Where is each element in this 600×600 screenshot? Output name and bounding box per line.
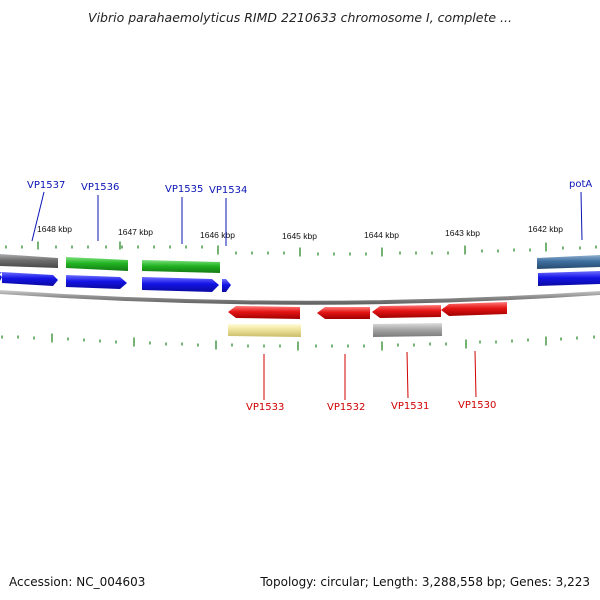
- scale-labels: 1648 kbp 1647 kbp 1646 kbp 1645 kbp 1644…: [37, 224, 563, 241]
- cds-arrow-red-3: [372, 305, 441, 318]
- cds-arrow-red-2: [317, 307, 370, 319]
- leader-line-vp1531: [406, 351, 409, 399]
- leader-line-vp1537: [31, 191, 45, 242]
- scale-label-1648kbp: 1648 kbp: [37, 224, 72, 234]
- genome-backbone: [0, 290, 600, 305]
- map-title: Vibrio parahaemolyticus RIMD 2210633 chr…: [88, 10, 512, 25]
- cds-arrow-blue-2: [66, 275, 127, 289]
- gene-label-vp1533[interactable]: VP1533: [246, 402, 284, 413]
- gene-feature-green-2: [142, 260, 220, 273]
- scale-label-1645kbp: 1645 kbp: [282, 231, 317, 241]
- top-feature-row: [0, 254, 600, 273]
- scale-label-1642kbp: 1642 kbp: [528, 224, 563, 234]
- gene-label-vp1530[interactable]: VP1530: [458, 400, 496, 411]
- top-cds-row: [0, 271, 600, 292]
- scale-label-1647kbp: 1647 kbp: [118, 227, 153, 237]
- gene-feature-gray-dark: [0, 254, 58, 268]
- gene-label-vp1531[interactable]: VP1531: [391, 401, 429, 412]
- bottom-cds-row: [228, 302, 507, 319]
- scale-label-1643kbp: 1643 kbp: [445, 228, 480, 238]
- cds-arrow-red-1: [228, 306, 300, 319]
- cds-arrow-blue-1: [2, 272, 58, 286]
- cds-arrow-blue-3: [142, 277, 219, 292]
- cds-arrow-blue-5: [538, 271, 600, 286]
- gene-label-vp1536[interactable]: VP1536: [81, 182, 119, 193]
- leader-line-pota: [580, 191, 583, 241]
- gene-feature-steel: [537, 255, 600, 269]
- accession-label: Accession: NC_004603: [9, 575, 146, 589]
- top-gene-labels: VP1537 VP1536 VP1535 VP1534 potA: [27, 179, 592, 246]
- leader-line-vp1530: [474, 350, 477, 398]
- gene-label-vp1535[interactable]: VP1535: [165, 184, 203, 195]
- bottom-gene-labels: VP1533 VP1532 VP1531 VP1530: [246, 350, 496, 413]
- cds-arrow-blue-4: [222, 279, 231, 292]
- gene-label-vp1532[interactable]: VP1532: [327, 402, 365, 413]
- bottom-feature-row: [228, 323, 442, 337]
- cds-arrow-blue-0: [0, 272, 2, 281]
- gene-label-vp1537[interactable]: VP1537: [27, 180, 65, 191]
- top-scale-ticks: [5, 241, 597, 257]
- gene-feature-gray-light: [373, 323, 442, 337]
- gene-feature-yellow: [228, 324, 301, 337]
- gene-label-vp1534[interactable]: VP1534: [209, 185, 247, 196]
- gene-label-pota[interactable]: potA: [569, 179, 592, 190]
- scale-label-1644kbp: 1644 kbp: [364, 230, 399, 240]
- genome-stats-label: Topology: circular; Length: 3,288,558 bp…: [260, 575, 590, 589]
- gene-feature-green-1: [66, 257, 128, 271]
- scale-label-1646kbp: 1646 kbp: [200, 230, 235, 240]
- cds-arrow-red-4: [441, 302, 507, 316]
- bottom-scale-ticks: [1, 333, 595, 351]
